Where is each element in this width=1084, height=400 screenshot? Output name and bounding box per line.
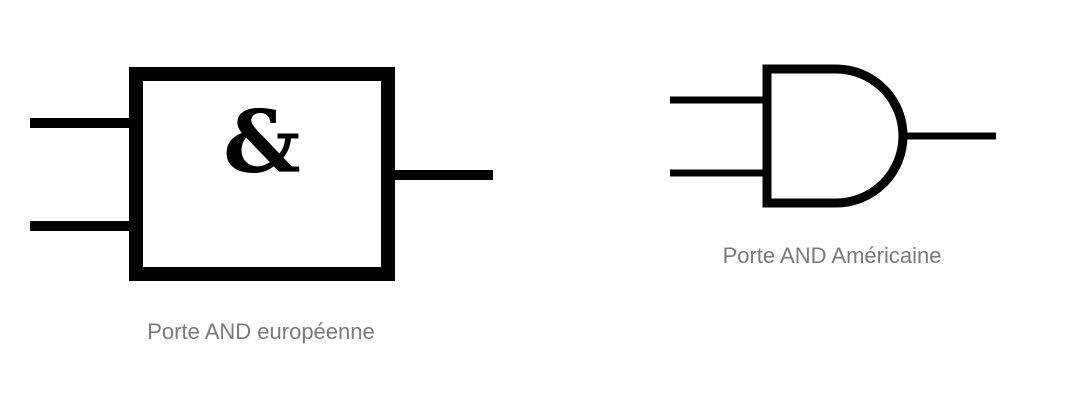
american-gate-body <box>762 64 908 208</box>
european-gate-caption: Porte AND européenne <box>147 319 375 344</box>
ampersand-symbol: & <box>223 92 301 193</box>
american-gate-caption: Porte AND Américaine <box>722 243 942 268</box>
european-and-gate: & <box>30 67 493 281</box>
american-and-gate <box>670 64 996 208</box>
